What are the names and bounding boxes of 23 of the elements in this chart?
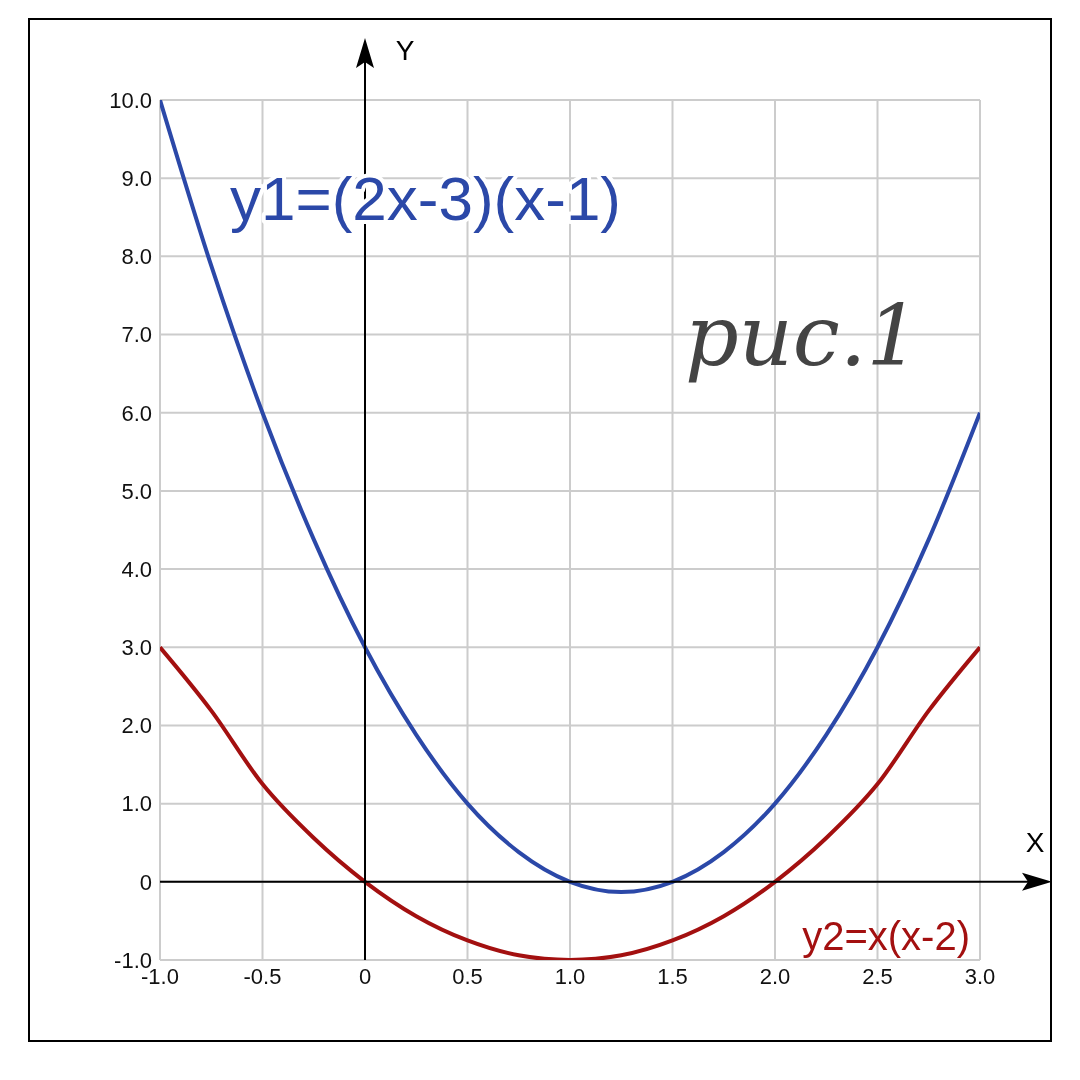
y-tick-label: 4.0 xyxy=(121,556,152,582)
y-tick-label: 7.0 xyxy=(121,322,152,348)
x-tick-label: 2.5 xyxy=(862,963,893,989)
x-tick-label: 0.5 xyxy=(452,963,483,989)
y-axis-title: Y xyxy=(395,35,415,66)
y-tick-label: 1.0 xyxy=(121,791,152,817)
y-tick-label: 3.0 xyxy=(121,635,152,661)
y-tick-label: 0 xyxy=(139,869,152,895)
x-tick-label: 3.0 xyxy=(964,963,996,989)
x-axis-title: X xyxy=(1025,826,1045,858)
x-tick-label: 1.5 xyxy=(657,963,688,989)
x-tick-label: 1.0 xyxy=(554,963,586,989)
x-tick-label: 0 xyxy=(358,963,372,989)
series-label: y2=x(x-2) xyxy=(802,914,970,958)
y-tick-label: 2.0 xyxy=(121,713,152,739)
y-tick-label: 8.0 xyxy=(121,244,152,270)
x-tick-label: 2.0 xyxy=(759,963,791,989)
y-tick-label: 10.0 xyxy=(109,87,152,113)
x-tick-label: -0.5 xyxy=(243,963,282,989)
y-tick-label: 6.0 xyxy=(121,400,152,426)
annotation: рис.1 xyxy=(684,287,920,385)
y-tick-label: 5.0 xyxy=(121,478,152,504)
y-tick-label: 9.0 xyxy=(121,165,152,191)
